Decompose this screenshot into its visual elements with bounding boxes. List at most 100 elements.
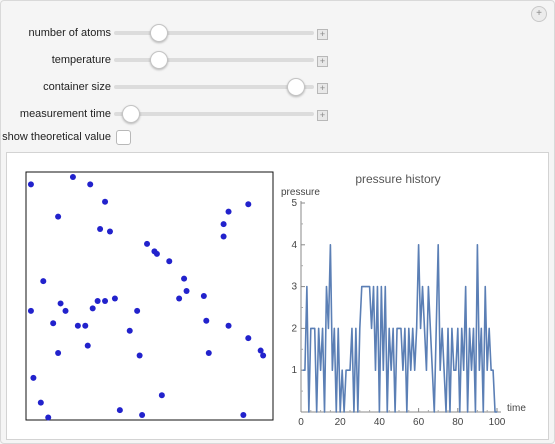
data-point — [372, 286, 375, 288]
data-point — [455, 369, 457, 371]
atom-28 — [111, 295, 118, 302]
output-graphics: pressure history pressure time 0 20 40 60 80… — [25, 171, 526, 428]
data-point — [470, 369, 473, 371]
atom-13 — [153, 250, 160, 257]
data-point — [429, 327, 431, 329]
data-point — [355, 327, 357, 329]
data-point — [398, 327, 400, 329]
pressure-series-line — [302, 244, 497, 413]
slider-track — [114, 85, 314, 89]
data-point — [474, 411, 477, 413]
data-point — [323, 411, 326, 413]
chart-title: pressure history — [355, 172, 440, 186]
data-point — [396, 327, 398, 329]
y-axis-label: pressure — [281, 187, 320, 198]
slider-track — [114, 112, 314, 116]
atom-9 — [245, 201, 252, 208]
temperature-label: temperature — [51, 54, 111, 66]
data-point — [392, 327, 394, 329]
expand-container-size-button[interactable]: + — [317, 83, 328, 94]
data-point — [476, 244, 478, 246]
atom-42 — [37, 399, 44, 406]
data-point — [359, 327, 361, 329]
data-point — [418, 244, 420, 246]
atom-33 — [225, 322, 232, 329]
data-point — [453, 369, 455, 371]
data-point — [490, 369, 492, 371]
data-point — [386, 411, 388, 413]
atom-36 — [260, 352, 267, 359]
data-point — [327, 327, 330, 329]
data-point — [437, 244, 439, 246]
atom-25 — [89, 305, 96, 312]
atom-4 — [55, 213, 62, 220]
data-point — [461, 327, 463, 329]
data-point — [388, 327, 390, 329]
atom-37 — [205, 350, 212, 357]
x-axis-label: time — [507, 403, 526, 414]
data-point — [433, 411, 435, 413]
data-point — [316, 411, 318, 413]
expand-number-of-atoms-button[interactable]: + — [317, 29, 328, 40]
options-menu-button[interactable]: + — [531, 6, 547, 22]
slider-thumb[interactable] — [286, 78, 305, 96]
measurement-time-label: measurement time — [19, 108, 111, 120]
container-size-slider[interactable] — [114, 78, 314, 96]
data-point — [365, 286, 367, 288]
data-point — [321, 327, 324, 329]
data-point — [382, 369, 384, 371]
slider-thumb[interactable] — [149, 51, 168, 69]
data-point — [451, 327, 453, 329]
temperature-slider[interactable] — [114, 51, 314, 69]
data-point — [400, 327, 402, 329]
atom-24 — [82, 322, 89, 329]
atom-26 — [94, 297, 101, 304]
atom-47 — [158, 392, 165, 399]
expand-temperature-button[interactable]: + — [317, 56, 328, 67]
atom-18 — [40, 278, 47, 285]
data-point — [374, 369, 377, 371]
atom-40 — [84, 342, 91, 349]
data-point — [370, 327, 373, 329]
data-point — [416, 327, 418, 329]
atom-15 — [181, 275, 188, 282]
data-point — [421, 286, 424, 288]
data-point — [480, 327, 482, 329]
data-point — [329, 244, 331, 246]
container-box — [25, 171, 274, 421]
data-point — [325, 286, 328, 288]
slider-thumb[interactable] — [122, 105, 141, 123]
data-point — [302, 369, 304, 371]
atom-6 — [225, 208, 232, 215]
atom-11 — [144, 240, 151, 247]
y-tick-label-1: 1 — [291, 365, 297, 376]
number-of-atoms-label: number of atoms — [28, 27, 111, 39]
data-point — [463, 369, 465, 371]
data-point — [439, 369, 441, 371]
measurement-time-slider[interactable] — [114, 105, 314, 123]
data-point — [384, 286, 386, 288]
data-point — [378, 411, 380, 413]
data-point — [468, 327, 471, 329]
data-point — [341, 369, 343, 371]
atom-7 — [220, 221, 227, 228]
atom-20 — [57, 300, 64, 307]
atom-22 — [50, 320, 57, 327]
atom-3 — [102, 198, 109, 205]
show-theoretical-value-checkbox[interactable] — [116, 130, 131, 145]
data-point — [492, 369, 494, 371]
x-tick-label-100: 100 — [489, 417, 506, 428]
data-point — [320, 369, 322, 371]
number-of-atoms-slider[interactable] — [114, 24, 314, 42]
data-point — [494, 411, 496, 413]
data-point — [488, 327, 490, 329]
data-point — [335, 411, 337, 413]
data-point — [423, 327, 426, 329]
data-point — [414, 369, 416, 371]
data-point — [310, 327, 312, 329]
data-point — [357, 411, 359, 413]
expand-measurement-time-button[interactable]: + — [317, 110, 328, 121]
data-point — [412, 327, 414, 329]
y-tick-label-2: 2 — [291, 323, 297, 334]
slider-thumb[interactable] — [149, 24, 168, 42]
